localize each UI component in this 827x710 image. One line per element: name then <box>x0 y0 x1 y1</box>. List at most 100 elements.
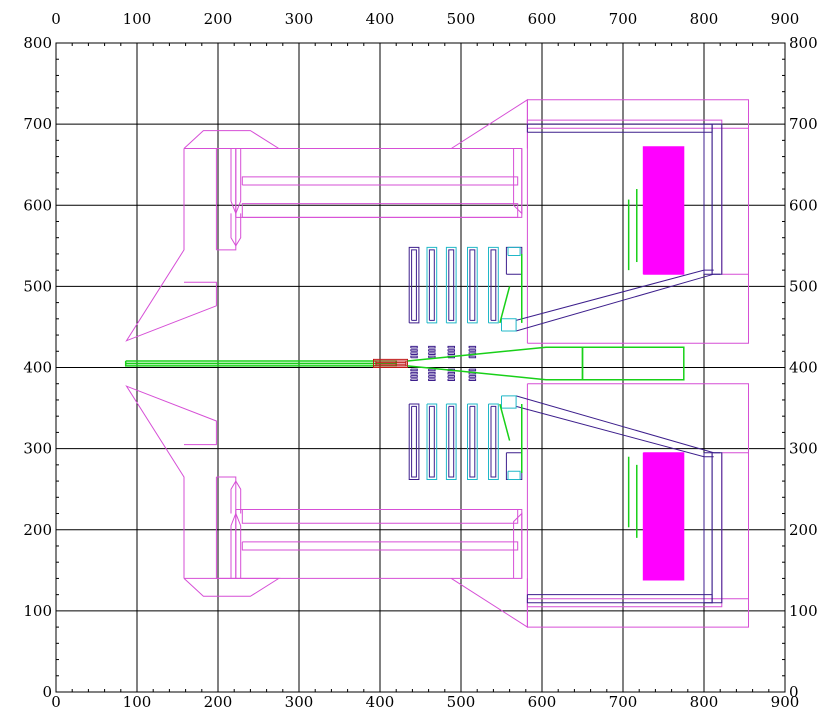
tracker-station-inner <box>411 249 417 321</box>
tracker-layer <box>468 355 477 359</box>
x-tick-label-bottom: 900 <box>771 693 800 710</box>
y-tick-label-left: 800 <box>23 34 52 52</box>
tracker-layer <box>428 368 436 372</box>
tracker-layer <box>410 378 418 381</box>
tracker-station-inner <box>448 249 455 321</box>
y-tick-label-left: 300 <box>23 440 52 458</box>
y-tick-label-right: 400 <box>789 359 818 377</box>
tracker-station <box>426 403 438 480</box>
tracker-layer <box>447 352 455 355</box>
tracker-layer <box>428 352 436 355</box>
tracker-layer <box>447 349 455 352</box>
tracker-station-inner <box>490 249 497 321</box>
yoke-post <box>215 148 237 251</box>
y-tick-label-right: 600 <box>789 196 818 214</box>
side-post <box>703 123 713 275</box>
tracker-layer <box>428 345 436 349</box>
tracker-layer <box>410 349 418 352</box>
plot-frame <box>55 42 786 693</box>
tracker-layer <box>468 345 477 349</box>
yoke-left-arm <box>125 385 217 579</box>
cone-entry <box>501 318 517 332</box>
x-tick-label-top: 300 <box>285 10 314 28</box>
tracker-layer <box>447 371 455 375</box>
cone-lower-edge <box>515 395 721 454</box>
small-station-cap <box>507 470 521 480</box>
y-tick-label-right: 300 <box>789 440 818 458</box>
yoke-top-left <box>183 577 281 597</box>
x-tick-label-top: 500 <box>447 10 476 28</box>
x-tick-label-top: 400 <box>366 10 395 28</box>
tracker-layer <box>468 378 477 381</box>
coil-inner <box>241 203 519 218</box>
coil-end <box>513 512 523 579</box>
tracker-station-inner <box>428 249 435 321</box>
y-tick-label-right: 500 <box>789 277 818 295</box>
tracker-station-inner <box>490 405 497 478</box>
tracker-layer <box>410 352 418 355</box>
tracker-station <box>445 403 457 480</box>
tracker-layer <box>468 349 477 352</box>
tracker-station <box>426 246 438 324</box>
outer-box-right <box>526 99 749 344</box>
coil-inner <box>241 509 519 524</box>
y-tick-label-left: 200 <box>23 521 52 539</box>
tracker-layer <box>410 355 418 359</box>
yoke-post-lower <box>230 213 242 247</box>
x-tick-label-bottom: 100 <box>123 693 152 710</box>
target-inner <box>375 362 407 367</box>
tracker-layer <box>468 375 477 378</box>
coil-band <box>241 176 519 186</box>
x-tick-label-bottom: 400 <box>366 693 395 710</box>
coil-end <box>513 148 523 215</box>
tracker-station <box>467 246 478 324</box>
yoke-top-left <box>183 130 281 149</box>
calorimeter-block <box>642 452 685 581</box>
yoke-post <box>215 476 237 579</box>
x-tick-label-top: 900 <box>771 10 800 28</box>
tracker-station <box>408 403 420 480</box>
tracker-layer <box>428 371 436 375</box>
detector-geometry <box>124 98 749 629</box>
outer-box-right <box>526 383 749 628</box>
x-tick-label-top: 0 <box>51 10 61 28</box>
x-tick-label-top: 200 <box>204 10 233 28</box>
tracker-station <box>445 246 457 324</box>
y-tick-label-right: 100 <box>789 602 818 620</box>
tracker-station-inner <box>469 249 476 321</box>
y-tick-label-left: 100 <box>23 602 52 620</box>
yoke-post-lower <box>230 480 242 514</box>
cone-link <box>451 577 528 629</box>
y-tick-label-right: 700 <box>789 115 818 133</box>
right-plate <box>721 452 749 600</box>
side-post-2 <box>711 452 723 604</box>
y-tick-label-right: 0 <box>789 683 799 701</box>
tracker-station-inner <box>448 405 455 478</box>
top-beam <box>526 598 723 608</box>
tracker-layer <box>428 378 436 381</box>
tracker-layer <box>428 355 436 359</box>
right-plate <box>721 127 749 275</box>
small-station-cap <box>507 246 521 256</box>
tracker-layer <box>447 345 455 349</box>
y-tick-label-left: 0 <box>42 683 52 701</box>
y-tick-label-left: 600 <box>23 196 52 214</box>
x-tick-label-bottom: 500 <box>447 693 476 710</box>
y-tick-label-left: 500 <box>23 277 52 295</box>
tracker-station-inner <box>428 405 435 478</box>
tracker-station <box>408 246 420 324</box>
x-tick-label-bottom: 800 <box>690 693 719 710</box>
tracker-layer <box>428 375 436 378</box>
small-station <box>505 452 523 480</box>
x-tick-label-bottom: 200 <box>204 693 233 710</box>
tracker-layer <box>410 345 418 349</box>
tracker-layer <box>428 349 436 352</box>
axis-ticks <box>56 43 785 692</box>
tracker-station <box>488 246 499 324</box>
x-tick-label-top: 600 <box>528 10 557 28</box>
yoke-left-arm <box>125 148 217 342</box>
coil-housing <box>235 148 523 218</box>
x-tick-label-bottom: 700 <box>609 693 638 710</box>
tracker-layer <box>468 368 477 372</box>
tracker-station <box>488 403 499 480</box>
